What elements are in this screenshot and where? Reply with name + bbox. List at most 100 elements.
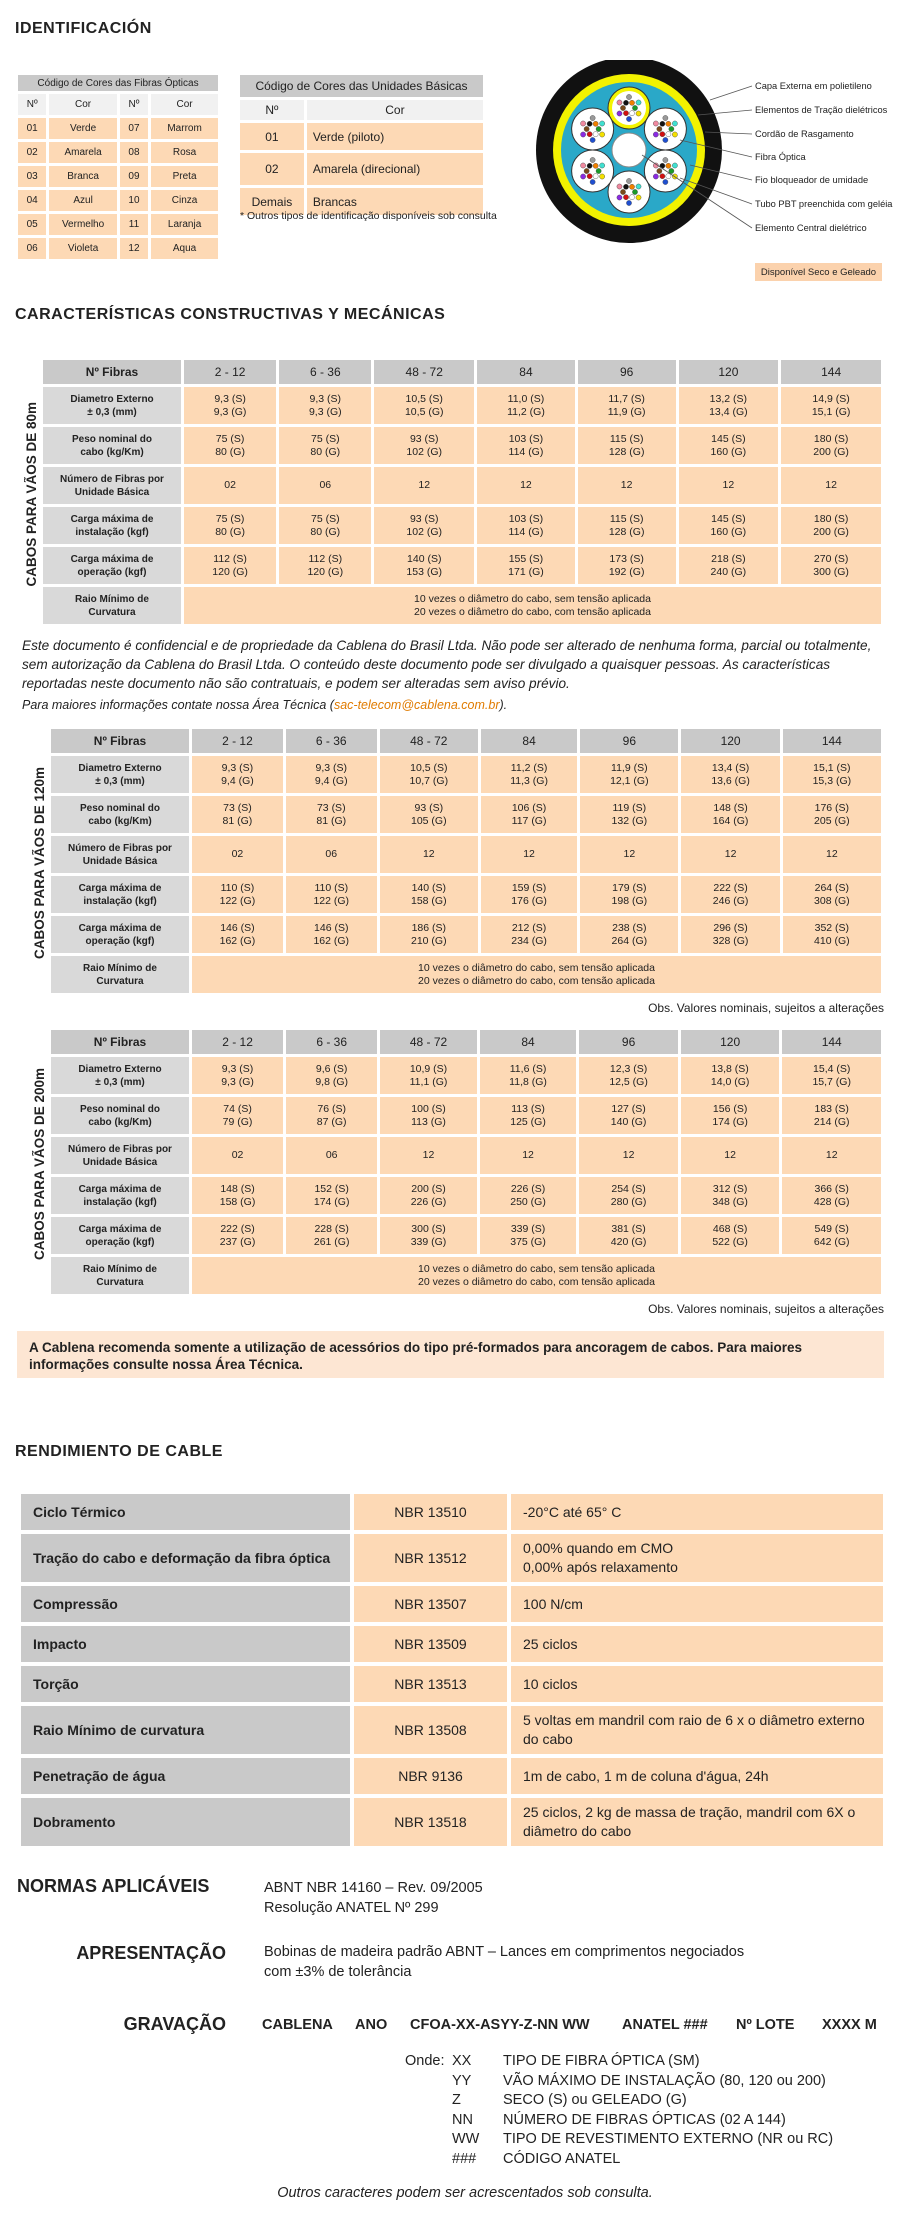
side-label-text: CABOS PARA VÃOS DE 80m [23, 401, 39, 587]
cell: 06 [285, 836, 377, 873]
row: Demais Brancas [240, 188, 483, 215]
cell-line: 11,2 (G) [507, 405, 545, 418]
section-title: CARACTERÍSTICAS CONSTRUCTIVAS Y MECÁNICA… [15, 306, 446, 323]
diagram-label: Fibra Óptica [755, 152, 806, 162]
cell-line: 162 (G) [313, 934, 350, 947]
cell-line: 145 (S) [711, 432, 746, 445]
cell: 10 vezes o diâmetro do cabo, sem tensão … [184, 587, 881, 624]
cell-line: 10 vezes o diâmetro do cabo, sem tensão … [418, 1262, 655, 1275]
row: Diametro Externo ± 0,3 (mm) 9,3 (S) 9,3 (G)… [51, 1057, 881, 1094]
apresentacao-line: Bobinas de madeira padrão ABNT – Lances … [264, 1944, 745, 1960]
leader [641, 154, 753, 229]
cell: 12 [577, 467, 676, 504]
cell: 12 [119, 238, 149, 259]
cell-line: 234 (G) [511, 934, 547, 947]
cell-line: 155 (S) [508, 552, 544, 565]
result: 25 ciclos [511, 1626, 883, 1662]
row: Diametro Externo ± 0,3 (mm) 9,3 (S) 9,4 (G)… [51, 756, 881, 793]
fiber [662, 115, 669, 121]
label-line: Carga máxima de [78, 882, 162, 894]
row-label: Carga máxima de instalação (kgf) [51, 1177, 189, 1214]
cell-line: 9,3 (S) [221, 761, 254, 774]
cell-line: 75 (S) [215, 512, 245, 525]
cell: 212 (S) 234 (G) [480, 916, 578, 953]
cell: 12 [480, 836, 578, 873]
cell-line: 125 (G) [510, 1115, 546, 1128]
cell: 100 (S) 113 (G) [380, 1097, 477, 1134]
label-line: instalação (kgf) [75, 526, 149, 538]
cell: 03 [18, 166, 47, 187]
cell: Vermelho [49, 214, 117, 235]
tube-inner [575, 112, 610, 146]
fiber [595, 168, 602, 174]
cell: 74 (S) 79 (G) [192, 1097, 284, 1134]
cell-line: 12 [622, 1149, 635, 1161]
cell-line: 122 (G) [313, 894, 350, 907]
label-line: operação (kgf) [85, 1236, 155, 1248]
label-line: Carga máxima de [70, 513, 154, 525]
cell-line: 93 (S) [414, 801, 444, 814]
cell-line: 200 (S) [411, 1182, 446, 1195]
fiber [616, 110, 623, 117]
code: NN [452, 2111, 473, 2128]
label-line: Número de Fibras por [60, 473, 164, 485]
header-cell: 120 [680, 1030, 780, 1054]
cell-line: 9,6 (S) [315, 1062, 348, 1075]
label-line: Diametro Externo [70, 393, 154, 405]
cell: 200 (S) 226 (G) [380, 1177, 477, 1214]
cell-line: 115 (S) [609, 432, 644, 445]
cell-line: 160 (G) [710, 445, 747, 458]
cell-line: 114 (G) [508, 525, 544, 538]
cell: 75 (S) 80 (G) [184, 507, 277, 544]
cell-line: 12 [623, 848, 636, 860]
cell: 186 (S) 210 (G) [379, 916, 478, 953]
header-cell: Cor [49, 94, 117, 115]
cell: 11,2 (S) 11,3 (G) [480, 756, 578, 793]
cell: 04 [18, 190, 47, 211]
contact: Para maiores informações contate nossa Á… [22, 698, 507, 712]
cell-line: 145 (S) [711, 512, 746, 525]
cell-line: 11,3 (G) [510, 774, 548, 787]
fiber [653, 131, 659, 138]
result: 25 ciclos, 2 kg de massa de tração, mand… [511, 1798, 883, 1846]
cell-line: 11,7 (S) [608, 392, 645, 405]
cell-line: 375 (G) [510, 1235, 546, 1248]
cell: 222 (S) 246 (G) [681, 876, 780, 913]
fiber [599, 162, 605, 169]
header-cell: 2 - 12 [192, 729, 283, 753]
leader [709, 85, 753, 101]
note: Obs. Valores nominais, sujeitos a altera… [648, 1001, 884, 1015]
cell: Demais [240, 188, 304, 215]
cell: 12 [477, 467, 575, 504]
footer: Outros caracteres podem ser acrescentado… [277, 2185, 653, 2201]
code: WW [452, 2131, 480, 2147]
row-label: Carga máxima de operação (kgf) [51, 916, 189, 953]
fiber [662, 179, 669, 185]
fiber [659, 131, 666, 137]
fiber [635, 194, 642, 201]
cell: 113 (S) 125 (G) [479, 1097, 577, 1134]
cell-line: 12 [825, 1149, 838, 1161]
cell-line: 11,0 (S) [507, 392, 545, 405]
norm: NBR 13508 [354, 1706, 507, 1754]
cell: 12 [782, 836, 881, 873]
cell-line: 9,3 (G) [213, 405, 247, 418]
row: Raio Mínimo de Curvatura 10 vezes o diâmet… [43, 587, 881, 624]
cell: 352 (S) 410 (G) [782, 916, 881, 953]
header-cell: 84 [479, 1030, 577, 1054]
cell: 296 (S) 328 (G) [681, 916, 780, 953]
cell: 14,9 (S) 15,1 (G) [781, 387, 881, 424]
row: Carga máxima de instalação (kgf) 75 (S) 80 … [43, 507, 881, 544]
row-label: Diametro Externo ± 0,3 (mm) [43, 387, 181, 424]
row: Raio Mínimo de curvatura NBR 13508 5 volta… [21, 1706, 883, 1754]
cell: 12 [580, 836, 679, 873]
cell-line: 76 (S) [317, 1102, 346, 1115]
code: YY [452, 2072, 472, 2089]
label-line: Unidade Básica [82, 855, 158, 867]
label-line: operação (kgf) [85, 935, 155, 947]
cell: Laranja [151, 214, 218, 235]
cell-line: 11,6 (S) [509, 1062, 547, 1075]
row-label: Peso nominal do cabo (kg/Km) [51, 796, 189, 833]
cell-line: 146 (S) [314, 921, 349, 934]
